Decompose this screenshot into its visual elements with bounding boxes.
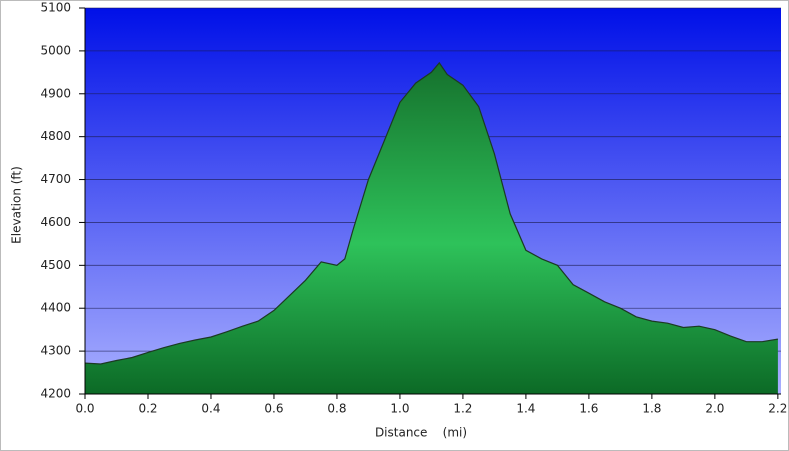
y-tick-label: 4200: [40, 387, 71, 401]
y-tick-label: 4700: [40, 172, 71, 186]
x-tick-label: 2.2: [768, 402, 787, 416]
x-tick-label: 1.2: [453, 402, 472, 416]
x-tick-label: 0.8: [327, 402, 346, 416]
x-tick-label: 0.0: [75, 402, 94, 416]
y-tick-label: 5100: [40, 1, 71, 15]
x-tick-label: 2.0: [705, 402, 724, 416]
y-tick-label: 4800: [40, 129, 71, 143]
x-tick-label: 0.2: [138, 402, 157, 416]
x-axis-label: Distance (mi): [375, 426, 467, 440]
elevation-line: [84, 61, 778, 365]
elevation-area: [85, 62, 778, 395]
x-tick-label: 1.4: [516, 402, 535, 416]
x-tick-label: 1.6: [579, 402, 598, 416]
y-tick-label: 5000: [40, 43, 71, 57]
y-tick-label: 4900: [40, 86, 71, 100]
y-tick-label: 4300: [40, 344, 71, 358]
y-tick-label: 4500: [40, 258, 71, 272]
x-tick-label: 1.8: [642, 402, 661, 416]
x-tick-label: 0.6: [264, 402, 283, 416]
y-axis-label: Elevation (ft): [10, 166, 24, 244]
x-tick-label: 1.0: [390, 402, 409, 416]
x-tick-label: 0.4: [201, 402, 220, 416]
y-tick-label: 4400: [40, 301, 71, 315]
y-tick-label: 4600: [40, 215, 71, 229]
